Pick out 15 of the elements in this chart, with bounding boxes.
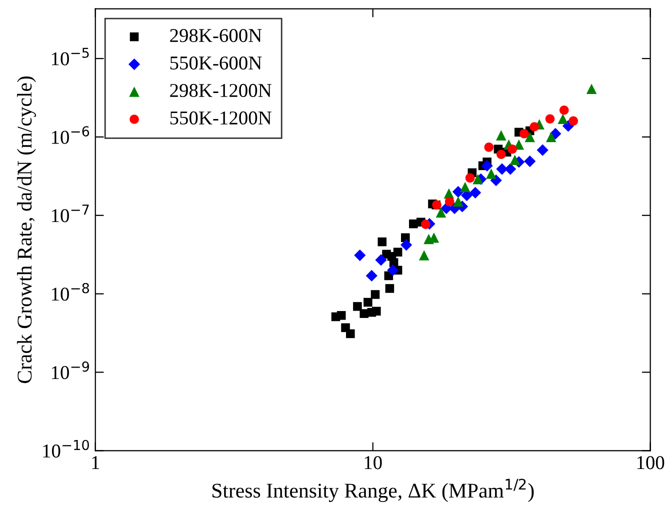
legend-label: 550K-1200N xyxy=(170,111,272,125)
y-tick-label: 10$^{−6}$ xyxy=(52,126,90,144)
x-axis-title: Stress Intensity Range, ΔK (MPam$^{1/2}$) xyxy=(212,478,534,502)
x-tick-label: 100 xyxy=(637,456,664,470)
y-tick-label: 10$^{−10}$ xyxy=(43,440,89,458)
y-tick-label: 10$^{−9}$ xyxy=(52,361,90,380)
legend-label: 298K-600N xyxy=(170,28,262,42)
legend-label: 298K-1200N xyxy=(170,84,272,98)
y-tick-label: 10$^{−7}$ xyxy=(52,204,89,222)
x-tick-label: 10 xyxy=(364,456,382,470)
legend-label: 550K-600N xyxy=(170,56,262,70)
y-axis-title: Crack Growth Rate, da/dN (m/cycle) xyxy=(17,76,36,384)
y-tick-label: 10$^{−5}$ xyxy=(52,48,89,66)
x-tick-label: 1 xyxy=(92,456,100,470)
y-tick-label: 10$^{−8}$ xyxy=(52,282,90,301)
